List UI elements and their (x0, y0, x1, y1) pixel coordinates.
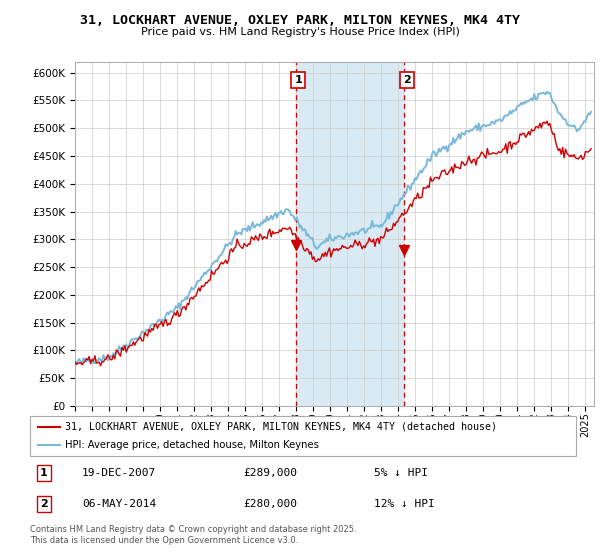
Text: 1: 1 (294, 76, 302, 85)
Text: 2: 2 (403, 76, 410, 85)
Text: Price paid vs. HM Land Registry's House Price Index (HPI): Price paid vs. HM Land Registry's House … (140, 27, 460, 37)
Text: 1: 1 (40, 468, 47, 478)
FancyBboxPatch shape (30, 416, 576, 456)
Text: 19-DEC-2007: 19-DEC-2007 (82, 468, 156, 478)
Text: 12% ↓ HPI: 12% ↓ HPI (374, 499, 435, 509)
Text: 2: 2 (40, 499, 47, 509)
Text: Contains HM Land Registry data © Crown copyright and database right 2025.
This d: Contains HM Land Registry data © Crown c… (30, 525, 356, 545)
Text: £289,000: £289,000 (243, 468, 297, 478)
Text: 31, LOCKHART AVENUE, OXLEY PARK, MILTON KEYNES, MK4 4TY: 31, LOCKHART AVENUE, OXLEY PARK, MILTON … (80, 14, 520, 27)
Text: £280,000: £280,000 (243, 499, 297, 509)
Text: HPI: Average price, detached house, Milton Keynes: HPI: Average price, detached house, Milt… (65, 440, 319, 450)
Text: 31, LOCKHART AVENUE, OXLEY PARK, MILTON KEYNES, MK4 4TY (detached house): 31, LOCKHART AVENUE, OXLEY PARK, MILTON … (65, 422, 497, 432)
Text: 06-MAY-2014: 06-MAY-2014 (82, 499, 156, 509)
Text: 5% ↓ HPI: 5% ↓ HPI (374, 468, 428, 478)
Bar (296, 62, 404, 406)
